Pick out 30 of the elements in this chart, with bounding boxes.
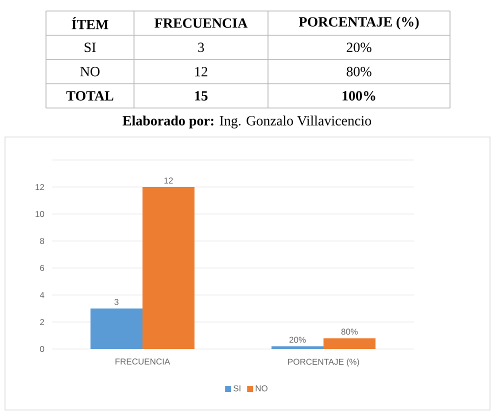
y-tick-label: 12 <box>36 184 44 190</box>
legend-label: NO <box>256 385 268 392</box>
text: 3 <box>198 42 204 52</box>
category-label: PORCENTAJE (%) <box>298 16 419 30</box>
category-label: TOTAL <box>66 91 114 101</box>
data-label: 3 <box>114 298 118 305</box>
text: ÍTEM <box>72 17 108 30</box>
bar <box>90 308 143 349</box>
legend-label: SI <box>233 385 240 392</box>
data-label: 80% <box>341 328 358 335</box>
category-label: SI <box>84 42 96 52</box>
category-label: NO <box>80 66 100 76</box>
y-tick-label: 6 <box>40 264 44 272</box>
y-tick-label: 0 <box>40 346 44 352</box>
text: 80% <box>346 66 372 76</box>
bar <box>272 346 324 349</box>
text: 12 <box>195 66 208 76</box>
category-label: FRECUENCIA <box>154 18 248 28</box>
text: Elaborado por: Ing. Gonzalo Villavicencio <box>122 116 372 128</box>
y-tick-label: 10 <box>36 210 44 218</box>
bar <box>324 338 376 349</box>
text: 15 <box>195 91 208 101</box>
text: 100% <box>342 91 376 101</box>
y-tick-label: 8 <box>40 238 44 244</box>
bar <box>142 186 195 349</box>
data-label: 20% <box>289 336 306 343</box>
y-tick-label: 4 <box>40 292 44 298</box>
text: 20% <box>346 42 372 52</box>
data-label: 12 <box>164 178 173 184</box>
y-tick-label: 2 <box>40 319 44 325</box>
